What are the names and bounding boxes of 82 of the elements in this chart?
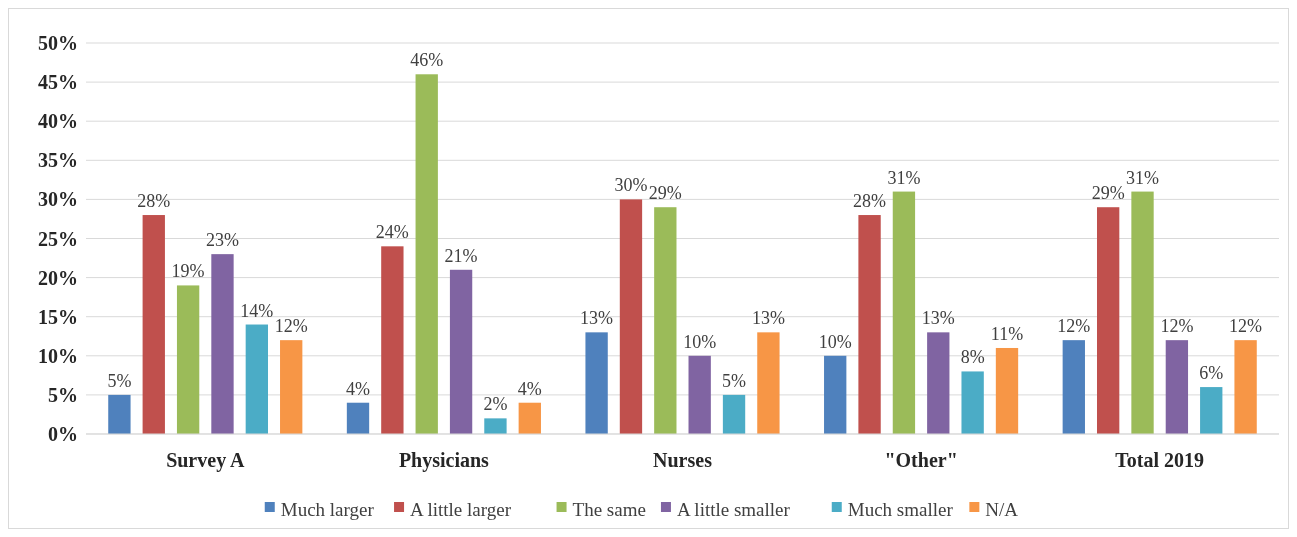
data-label: 12% (274, 316, 308, 337)
data-label: 19% (171, 261, 205, 282)
bar (757, 332, 780, 434)
bar (722, 394, 746, 434)
data-label: 6% (1199, 363, 1224, 384)
data-label: 10% (818, 331, 852, 352)
data-label: 29% (648, 183, 682, 204)
data-label: 11% (990, 323, 1024, 344)
bar (449, 269, 473, 434)
x-tick-label: "Other" (884, 449, 958, 471)
y-tick-label: 35% (38, 149, 78, 172)
y-tick-label: 5% (48, 383, 78, 406)
y-tick-label: 20% (38, 266, 78, 289)
bar (892, 191, 916, 434)
bar (518, 402, 541, 434)
data-label: 12% (1057, 316, 1091, 337)
bar (585, 332, 608, 434)
bar (1234, 340, 1257, 434)
bar (245, 324, 268, 434)
bar (688, 355, 711, 434)
legend-label: N/A (985, 498, 1019, 520)
legend-label: Much larger (280, 498, 375, 520)
data-label: 12% (1229, 316, 1263, 337)
y-tick-label: 10% (38, 344, 78, 367)
data-label: 21% (444, 245, 478, 266)
bar (927, 332, 950, 434)
data-label: 13% (921, 308, 955, 329)
data-label: 46% (410, 50, 444, 71)
bar (995, 347, 1019, 434)
data-label: 28% (853, 191, 887, 212)
x-tick-label: Physicians (398, 449, 490, 472)
data-label: 4% (346, 378, 370, 399)
data-label: 2% (483, 394, 508, 415)
data-label: 13% (751, 308, 785, 329)
y-tick-label: 50% (38, 32, 78, 54)
data-label: 31% (1126, 167, 1160, 188)
bar (1165, 340, 1189, 434)
data-label: 29% (1091, 183, 1125, 204)
bar (415, 74, 438, 434)
x-tick-label: Total 2019 (1115, 449, 1205, 471)
data-label: 4% (517, 378, 542, 399)
data-label: 12% (1160, 316, 1194, 337)
bar (484, 418, 507, 434)
data-label: 30% (614, 175, 648, 196)
legend-label: A little larger (410, 498, 512, 520)
bar (280, 340, 303, 434)
x-tick-label: Survey A (166, 449, 246, 472)
legend-label: A little smaller (676, 498, 791, 520)
legend-label: The same (572, 498, 646, 520)
data-label: 23% (205, 230, 239, 251)
data-label: 5% (107, 370, 132, 391)
bar (381, 246, 404, 434)
bar (176, 285, 200, 434)
data-label: 31% (887, 167, 921, 188)
bar (654, 207, 677, 434)
legend-label: Much smaller (847, 498, 954, 520)
bar (619, 199, 643, 434)
y-tick-label: 0% (48, 423, 78, 445)
data-label: 13% (580, 308, 614, 329)
bar (142, 215, 165, 434)
bar (211, 254, 234, 434)
y-tick-label: 15% (38, 305, 78, 328)
bar (1097, 207, 1120, 434)
bar (346, 402, 370, 434)
data-label: 24% (375, 222, 409, 243)
y-tick-label: 30% (38, 188, 78, 211)
bar (108, 394, 131, 434)
y-tick-label: 45% (38, 71, 78, 94)
bar (961, 371, 984, 434)
bar (1062, 340, 1085, 434)
y-tick-label: 25% (38, 227, 78, 250)
x-tick-label: Nurses (653, 449, 713, 471)
data-label: 14% (240, 300, 274, 321)
y-tick-label: 40% (38, 110, 78, 133)
data-label: 10% (683, 331, 717, 352)
bar (1200, 387, 1223, 434)
bar (1131, 191, 1154, 434)
data-label: 5% (722, 370, 747, 391)
bar (858, 215, 881, 434)
data-label: 8% (960, 347, 985, 368)
data-label: 28% (137, 191, 171, 212)
bar (824, 355, 847, 434)
